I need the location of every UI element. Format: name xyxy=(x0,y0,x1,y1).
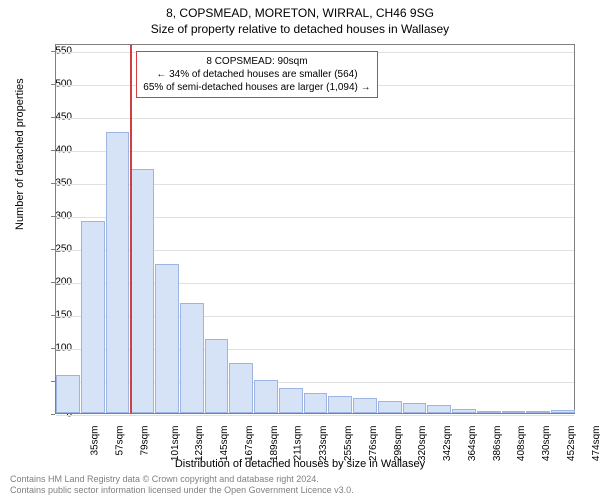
x-tick-label: 123sqm xyxy=(195,426,206,462)
reference-line xyxy=(130,45,132,413)
x-tick-label: 255sqm xyxy=(343,426,354,462)
callout-line3: 65% of semi-detached houses are larger (… xyxy=(143,81,370,94)
x-axis-label: Distribution of detached houses by size … xyxy=(0,458,600,470)
histogram-bar xyxy=(205,339,229,413)
histogram-bar xyxy=(229,363,253,413)
y-tick-mark xyxy=(51,414,55,415)
callout-box: 8 COPSMEAD: 90sqm ← 34% of detached hous… xyxy=(136,51,377,98)
histogram-bar xyxy=(56,375,80,413)
x-tick-label: 35sqm xyxy=(90,426,101,456)
histogram-bar xyxy=(526,411,550,413)
x-tick-label: 474sqm xyxy=(591,426,600,462)
x-tick-label: 430sqm xyxy=(541,426,552,462)
histogram-bar xyxy=(403,403,427,413)
histogram-bar xyxy=(378,401,402,413)
x-tick-label: 452sqm xyxy=(566,426,577,462)
histogram-bar xyxy=(452,409,476,413)
histogram-bar xyxy=(304,393,328,413)
plot-area: 8 COPSMEAD: 90sqm ← 34% of detached hous… xyxy=(55,44,575,414)
gridline xyxy=(56,118,574,119)
x-tick-label: 276sqm xyxy=(368,426,379,462)
x-tick-label: 364sqm xyxy=(467,426,478,462)
x-tick-label: 386sqm xyxy=(492,426,503,462)
histogram-bar xyxy=(328,396,352,413)
y-axis-label: Number of detached properties xyxy=(14,78,26,230)
histogram-bar xyxy=(254,380,278,413)
x-tick-label: 57sqm xyxy=(115,426,126,456)
x-tick-label: 145sqm xyxy=(219,426,230,462)
callout-line2: ← 34% of detached houses are smaller (56… xyxy=(143,68,370,81)
x-tick-label: 211sqm xyxy=(293,426,304,461)
histogram-bar xyxy=(130,169,154,413)
x-tick-label: 189sqm xyxy=(269,426,280,462)
histogram-bar xyxy=(279,388,303,413)
callout-line1: 8 COPSMEAD: 90sqm xyxy=(143,55,370,68)
histogram-bar xyxy=(106,132,130,413)
footer-line2: Contains public sector information licen… xyxy=(10,485,354,496)
histogram-bar xyxy=(551,410,575,413)
x-tick-label: 320sqm xyxy=(417,426,428,462)
histogram-bar xyxy=(155,264,179,413)
histogram-bar xyxy=(180,303,204,413)
chart-container: 8, COPSMEAD, MORETON, WIRRAL, CH46 9SG S… xyxy=(0,0,600,500)
x-tick-label: 167sqm xyxy=(244,426,255,462)
histogram-bar xyxy=(502,411,526,413)
footer-attribution: Contains HM Land Registry data © Crown c… xyxy=(10,474,354,496)
x-tick-label: 298sqm xyxy=(393,426,404,462)
chart-title-line1: 8, COPSMEAD, MORETON, WIRRAL, CH46 9SG xyxy=(0,0,600,20)
histogram-bar xyxy=(353,398,377,413)
x-tick-label: 233sqm xyxy=(318,426,329,462)
histogram-bar xyxy=(477,411,501,413)
gridline xyxy=(56,151,574,152)
x-tick-label: 408sqm xyxy=(516,426,527,462)
gridline xyxy=(56,415,574,416)
x-tick-label: 79sqm xyxy=(139,426,150,456)
histogram-bar xyxy=(81,221,105,413)
histogram-bar xyxy=(427,405,451,413)
x-tick-label: 101sqm xyxy=(170,426,181,462)
chart-title-line2: Size of property relative to detached ho… xyxy=(0,20,600,36)
footer-line1: Contains HM Land Registry data © Crown c… xyxy=(10,474,354,485)
x-tick-label: 342sqm xyxy=(442,426,453,462)
